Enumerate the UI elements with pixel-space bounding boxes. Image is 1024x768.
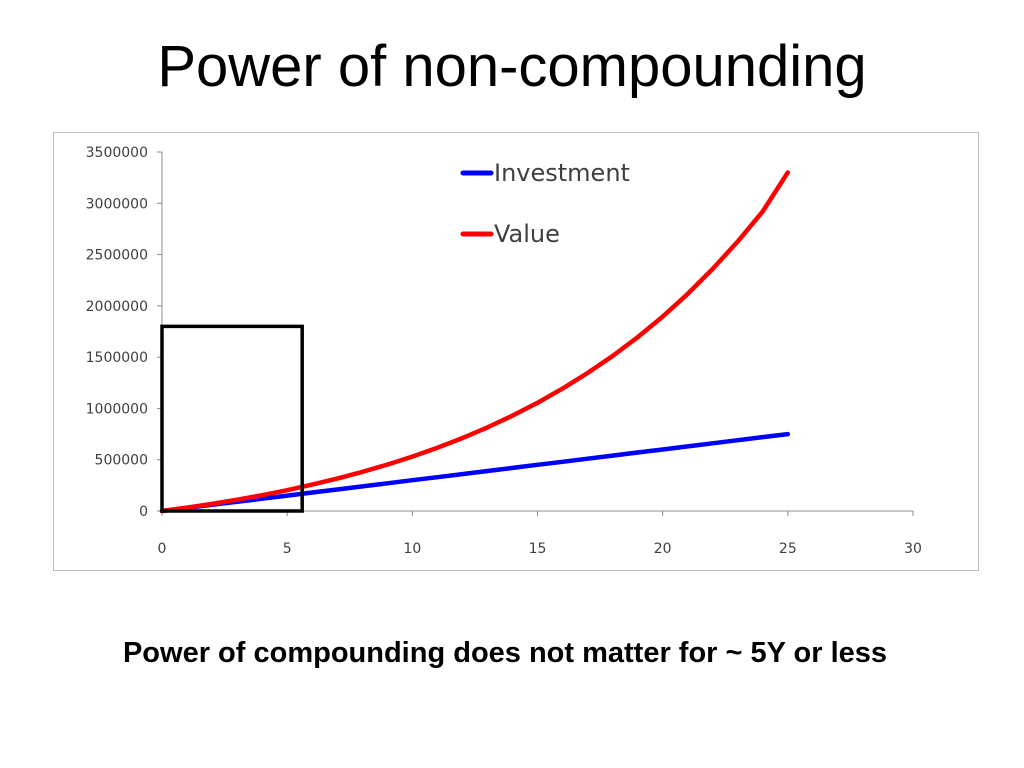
- legend-label-value: Value: [494, 220, 560, 248]
- y-tick-label: 1500000: [86, 350, 148, 366]
- series-line-investment: [159, 431, 791, 514]
- x-tick-label: 20: [654, 541, 672, 557]
- y-tick-label: 500000: [95, 453, 148, 469]
- highlight-box: [160, 324, 304, 513]
- annotation: [160, 324, 304, 513]
- series-lines: [159, 170, 791, 514]
- axes: 0 500000 1000000 1500000 2000000 2500000 30000…: [86, 145, 922, 557]
- y-tick-label: 3500000: [86, 145, 148, 161]
- y-tick-label: 0: [139, 504, 148, 520]
- x-tick-label: 30: [904, 541, 922, 557]
- y-tick-label: 2500000: [86, 248, 148, 264]
- x-tick-label: 5: [283, 541, 292, 557]
- line-chart: 0 500000 1000000 1500000 2000000 2500000 30000…: [86, 145, 922, 557]
- x-tick-label: 10: [403, 541, 421, 557]
- slide-caption: Power of compounding does not matter for…: [122, 637, 888, 669]
- series-line-value: [159, 170, 791, 514]
- chart-frame: 0 500000 1000000 1500000 2000000 2500000 30000…: [53, 132, 979, 571]
- x-tick-label: 0: [158, 541, 167, 557]
- legend: Investment Value: [460, 159, 630, 248]
- y-tick-label: 3000000: [86, 196, 148, 212]
- legend-label-investment: Investment: [494, 159, 630, 187]
- slide-title: Power of non-compounding: [157, 34, 867, 99]
- y-tick-label: 1000000: [86, 401, 148, 417]
- y-tick-label: 2000000: [86, 299, 148, 315]
- x-tick-label: 15: [529, 541, 547, 557]
- x-tick-label: 25: [779, 541, 797, 557]
